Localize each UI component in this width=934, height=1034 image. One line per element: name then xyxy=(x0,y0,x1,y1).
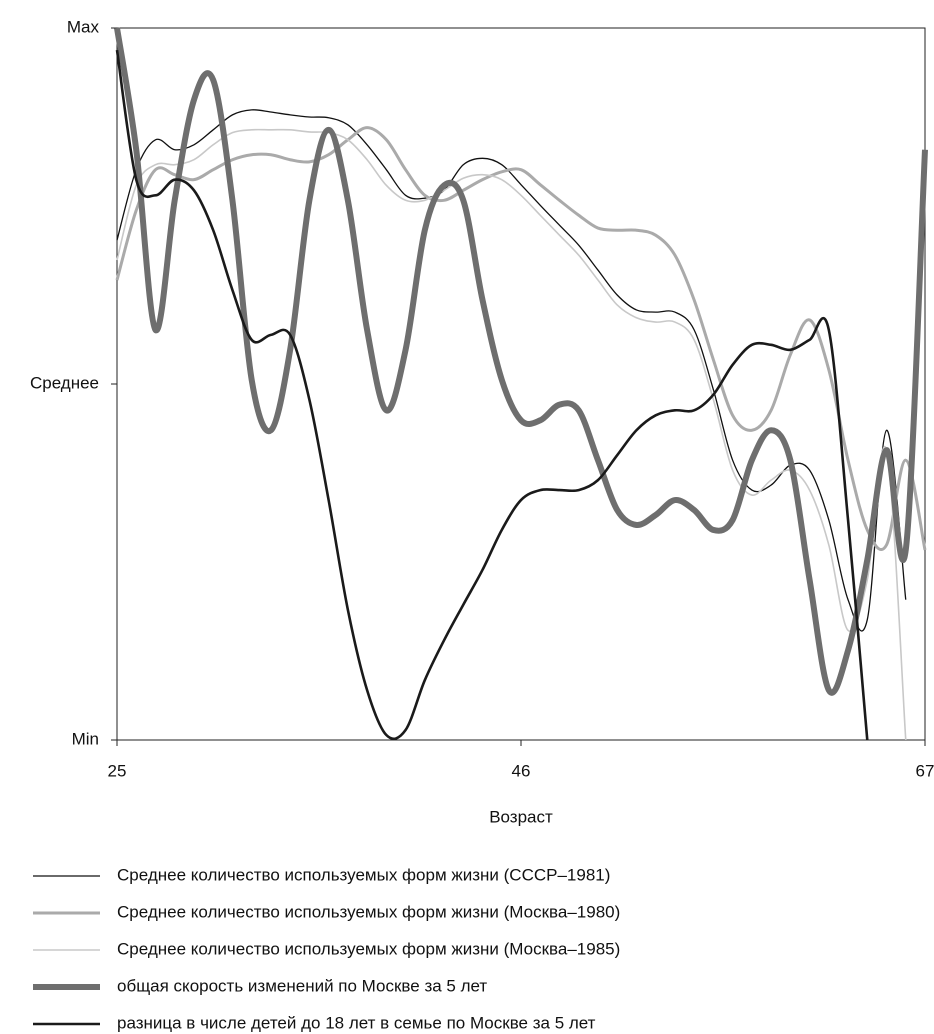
legend-label: Среднее количество используемых форм жиз… xyxy=(117,939,620,958)
y-tick-label: Среднее xyxy=(30,373,99,392)
series-line xyxy=(116,109,907,632)
x-axis-label: Возраст xyxy=(489,807,553,826)
x-tick-label: 46 xyxy=(512,761,531,780)
y-tick-label: Max xyxy=(67,17,100,36)
x-tick-label: 67 xyxy=(916,761,934,780)
series-line xyxy=(115,49,869,741)
series-line xyxy=(116,128,907,741)
legend-label: Среднее количество используемых форм жиз… xyxy=(117,902,620,921)
plot-frame xyxy=(116,27,926,741)
legend-label: общая скорость изменений по Москве за 5 … xyxy=(117,976,487,995)
x-tick-label: 25 xyxy=(108,761,127,780)
legend-label: Среднее количество используемых форм жиз… xyxy=(117,865,610,884)
y-tick-label: Min xyxy=(72,729,99,748)
series-line xyxy=(114,27,928,696)
series-line xyxy=(115,126,927,551)
legend-label: разница в числе детей до 18 лет в семье … xyxy=(117,1013,596,1032)
